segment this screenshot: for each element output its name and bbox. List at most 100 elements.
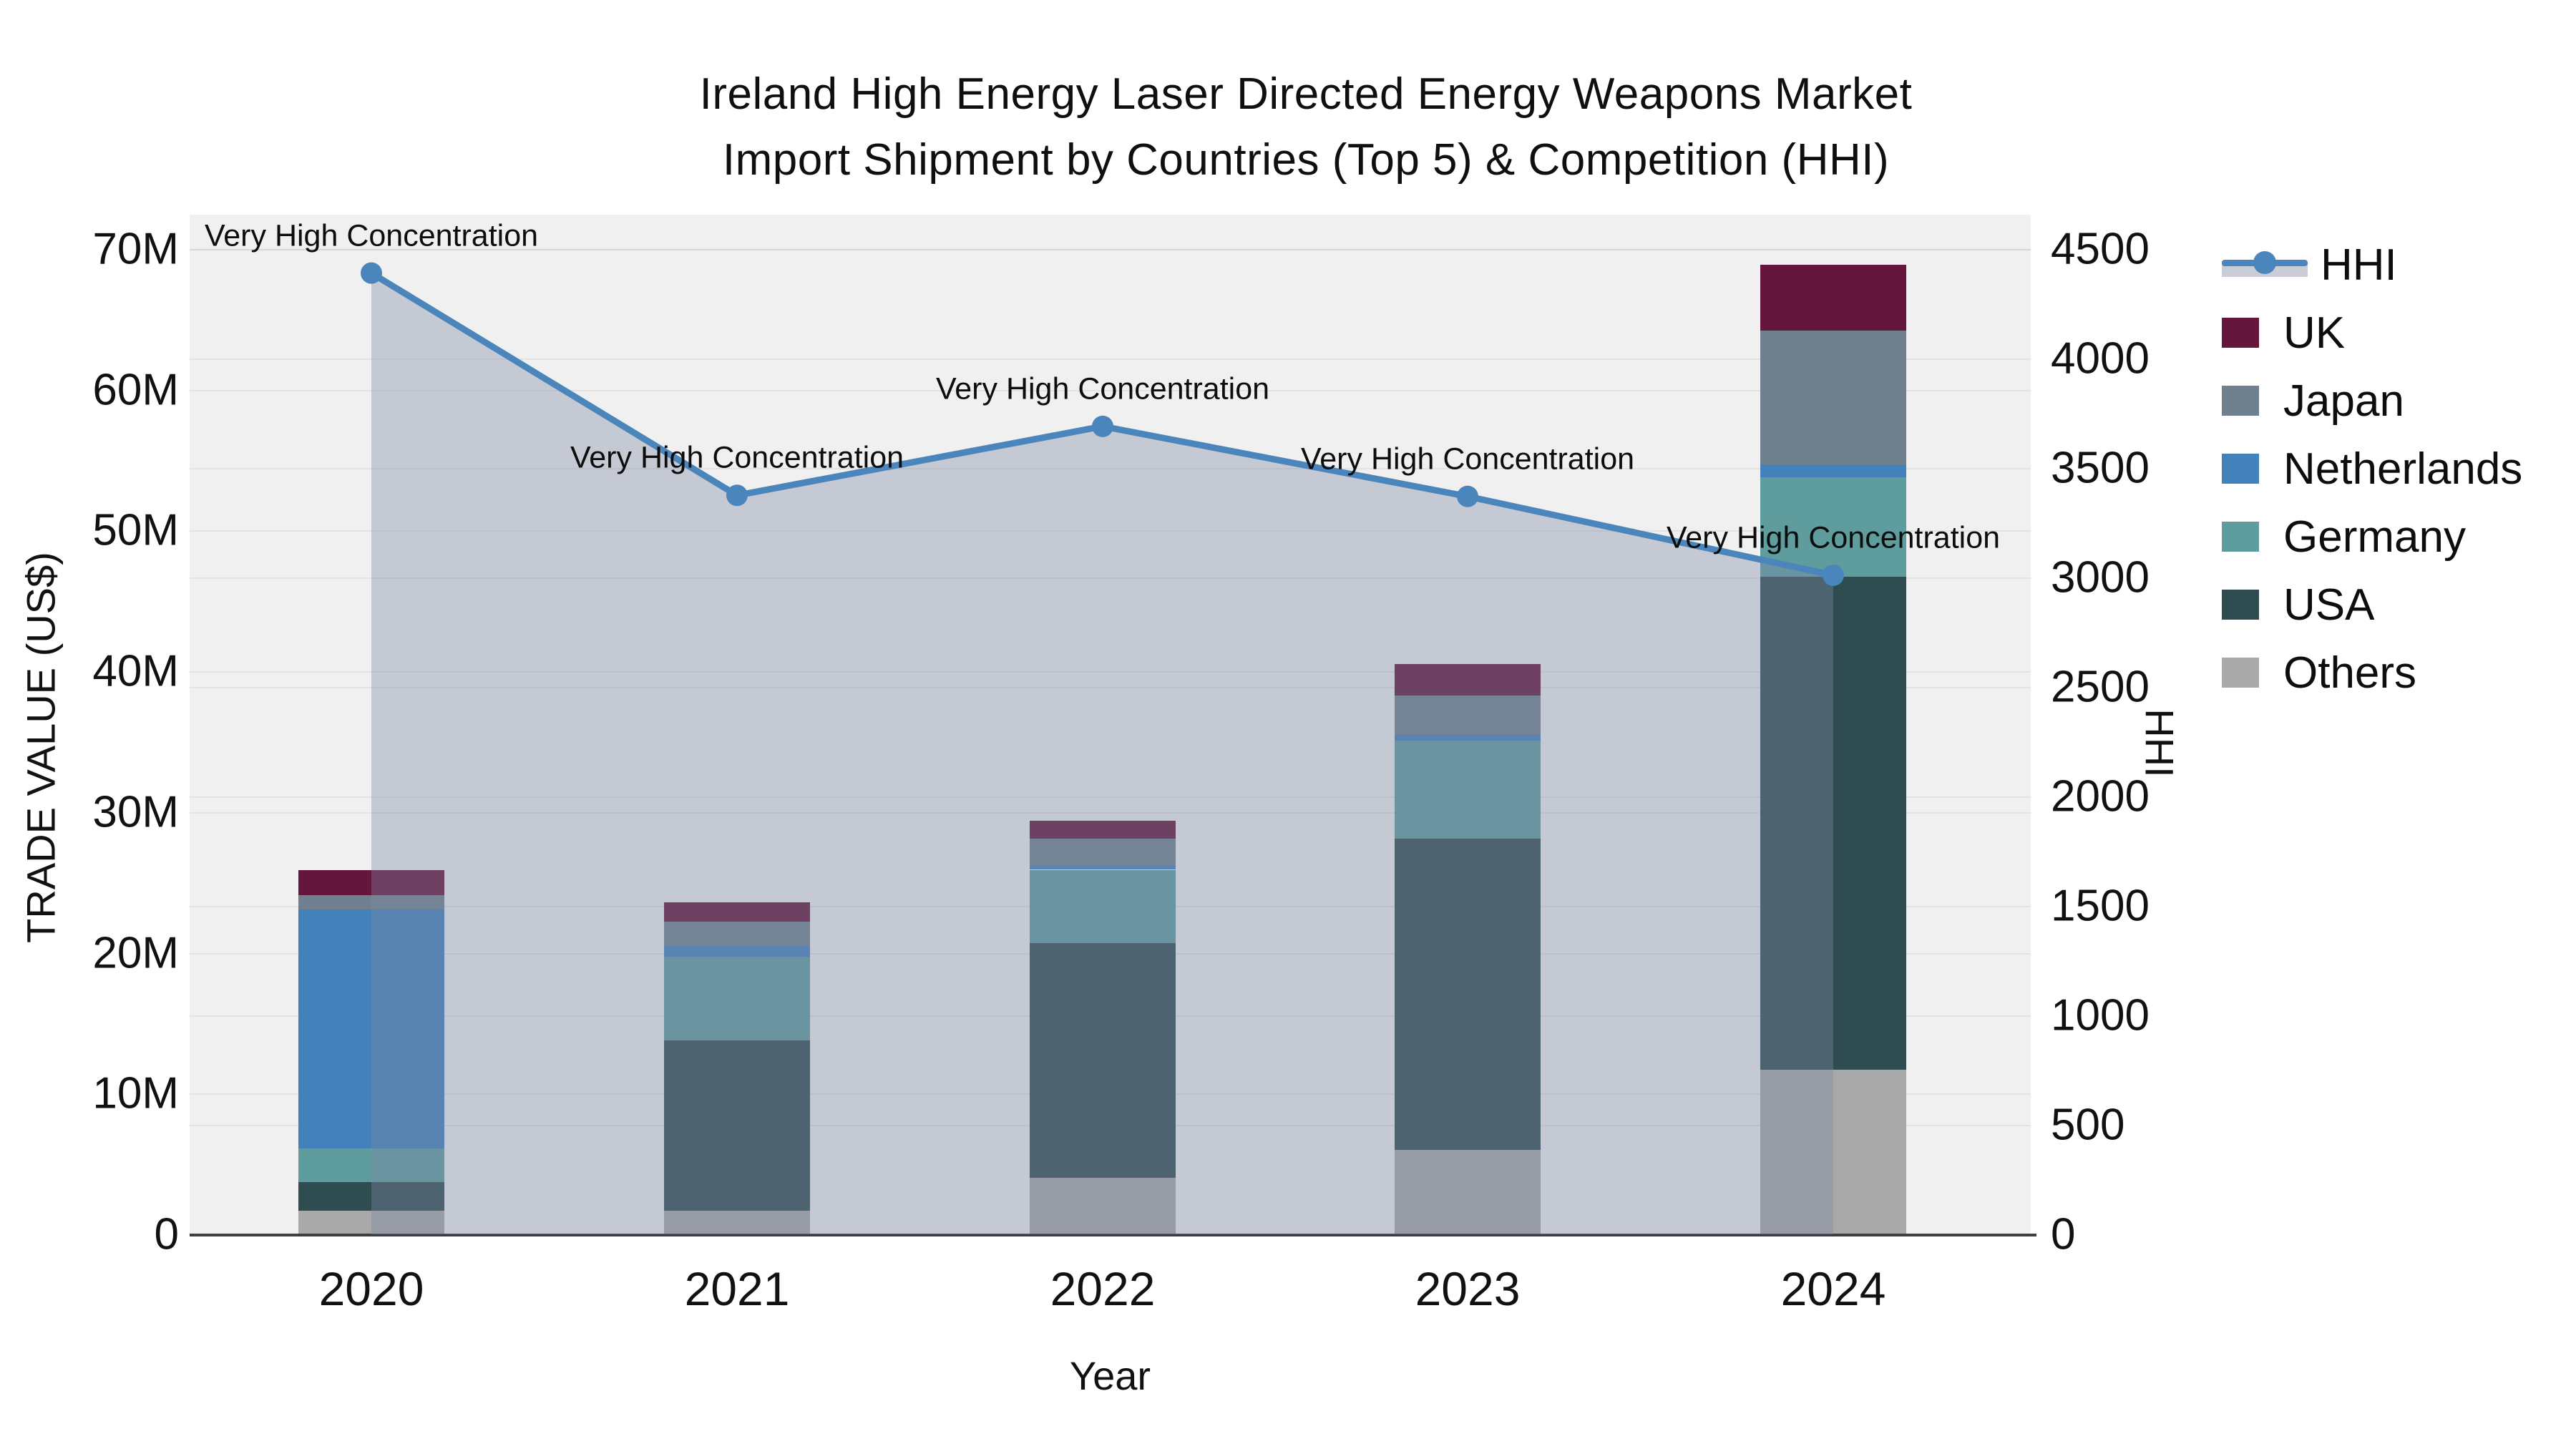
y-left-tick-label: 40M [92, 646, 179, 696]
legend-item-japan[interactable]: Japan [2222, 375, 2404, 426]
y-right-tick-label: 4000 [2051, 333, 2150, 384]
gridline [190, 687, 2031, 688]
legend-item-usa[interactable]: USA [2222, 579, 2374, 630]
bar-segment-usa-2020[interactable] [298, 1182, 444, 1211]
y-left-tick-label: 0 [154, 1209, 179, 1259]
x-axis-title: Year [1069, 1353, 1151, 1398]
legend-swatch-netherlands [2222, 454, 2259, 484]
x-tick-label: 2023 [1415, 1262, 1521, 1315]
bar-segment-usa-2022[interactable] [1030, 942, 1176, 1179]
annotation-2023: Very High Concentration [1300, 441, 1635, 477]
y-left-tick-label: 30M [92, 787, 179, 837]
legend-item-germany[interactable]: Germany [2222, 511, 2466, 562]
bar-segment-germany-2023[interactable] [1395, 740, 1541, 839]
gridline [190, 468, 2031, 469]
bar-segment-netherlands-2022[interactable] [1030, 865, 1176, 870]
gridline [190, 671, 2031, 673]
y-right-tick-label: 1000 [2051, 990, 2150, 1040]
gridline [190, 249, 2031, 250]
bar-segment-others-2020[interactable] [298, 1210, 444, 1234]
annotation-2020: Very High Concentration [204, 218, 539, 253]
bar-segment-germany-2022[interactable] [1030, 869, 1176, 943]
gridline [190, 812, 2031, 814]
bar-segment-others-2022[interactable] [1030, 1178, 1176, 1234]
bar-segment-others-2024[interactable] [1760, 1069, 1906, 1234]
bar-segment-uk-2021[interactable] [664, 902, 810, 922]
hhi-marker-2022[interactable] [1092, 415, 1113, 437]
annotation-2024: Very High Concentration [1666, 520, 2001, 555]
legend-swatch-uk [2222, 318, 2259, 348]
y-left-tick-label: 10M [92, 1068, 179, 1118]
legend-label: Others [2283, 648, 2417, 698]
y-right-tick-label: 0 [2051, 1209, 2076, 1259]
legend-swatch-japan [2222, 386, 2259, 416]
x-axis-line [190, 1234, 2036, 1236]
bar-segment-germany-2021[interactable] [664, 957, 810, 1040]
x-tick-label: 2020 [318, 1262, 424, 1315]
x-tick-label: 2021 [684, 1262, 790, 1315]
y-left-tick-label: 20M [92, 928, 179, 978]
legend-label: USA [2283, 580, 2375, 630]
legend-item-others[interactable]: Others [2222, 647, 2416, 698]
bar-segment-usa-2021[interactable] [664, 1040, 810, 1211]
y-right-tick-label: 500 [2051, 1100, 2125, 1150]
legend-label: UK [2283, 308, 2346, 358]
gridline [190, 358, 2031, 360]
bar-segment-netherlands-2020[interactable] [298, 909, 444, 1148]
hhi-legend-marker [2253, 251, 2276, 274]
annotation-2022: Very High Concentration [935, 371, 1270, 406]
bar-segment-netherlands-2023[interactable] [1395, 734, 1541, 741]
hhi-marker-2023[interactable] [1457, 485, 1478, 507]
hhi-marker-2021[interactable] [726, 484, 748, 507]
bar-segment-germany-2020[interactable] [298, 1148, 444, 1183]
legend-item-netherlands[interactable]: Netherlands [2222, 443, 2522, 494]
bar-segment-japan-2021[interactable] [664, 922, 810, 946]
y-right-tick-label: 1500 [2051, 881, 2150, 931]
bar-segment-japan-2022[interactable] [1030, 839, 1176, 866]
gridline [190, 249, 2031, 250]
bar-segment-japan-2024[interactable] [1760, 331, 1906, 464]
chart-title-line1: Ireland High Energy Laser Directed Energ… [699, 69, 1913, 119]
legend-label: Netherlands [2283, 444, 2523, 494]
bar-segment-uk-2020[interactable] [298, 869, 444, 895]
bar-segment-uk-2023[interactable] [1395, 664, 1541, 696]
bar-segment-others-2023[interactable] [1395, 1149, 1541, 1234]
legend-item-uk[interactable]: UK [2222, 307, 2345, 358]
annotation-2021: Very High Concentration [570, 440, 904, 475]
chart-title: Ireland High Energy Laser Directed Energ… [0, 62, 2576, 193]
y-right-tick-label: 3500 [2051, 443, 2150, 493]
legend-swatch-germany [2222, 522, 2259, 552]
bar-segment-japan-2020[interactable] [298, 894, 444, 909]
legend-label: Japan [2283, 376, 2404, 426]
bar-segment-netherlands-2024[interactable] [1760, 464, 1906, 477]
x-tick-label: 2022 [1050, 1262, 1156, 1315]
bar-segment-usa-2024[interactable] [1760, 577, 1906, 1070]
hhi-marker-2020[interactable] [361, 262, 382, 284]
x-tick-label: 2024 [1780, 1262, 1886, 1315]
bar-segment-uk-2024[interactable] [1760, 264, 1906, 331]
bar-segment-netherlands-2021[interactable] [664, 945, 810, 957]
gridline [190, 796, 2031, 798]
hhi-marker-2024[interactable] [1823, 564, 1844, 586]
hhi-legend-swatch-icon [2222, 250, 2308, 280]
y-left-tick-label: 70M [92, 224, 179, 274]
y-right-tick-label: 2500 [2051, 662, 2150, 712]
bar-segment-others-2021[interactable] [664, 1210, 810, 1234]
y-right-tick-label: 3000 [2051, 552, 2150, 602]
legend-swatch-usa [2222, 590, 2259, 620]
chart-title-line2: Import Shipment by Countries (Top 5) & C… [722, 135, 1890, 185]
y-right-axis-title: HHI [2137, 708, 2182, 778]
y-left-axis-title: TRADE VALUE (US$) [18, 552, 64, 943]
y-right-tick-label: 2000 [2051, 771, 2150, 821]
y-right-tick-label: 4500 [2051, 224, 2150, 274]
bar-segment-usa-2023[interactable] [1395, 839, 1541, 1150]
bar-segment-japan-2023[interactable] [1395, 695, 1541, 735]
bar-segment-uk-2022[interactable] [1030, 820, 1176, 839]
gridline [190, 577, 2031, 579]
legend-swatch-others [2222, 658, 2259, 688]
legend-item-hhi[interactable]: HHI [2222, 239, 2397, 291]
y-left-tick-label: 60M [92, 365, 179, 415]
legend-label: Germany [2283, 512, 2466, 562]
y-left-tick-label: 50M [92, 505, 179, 555]
